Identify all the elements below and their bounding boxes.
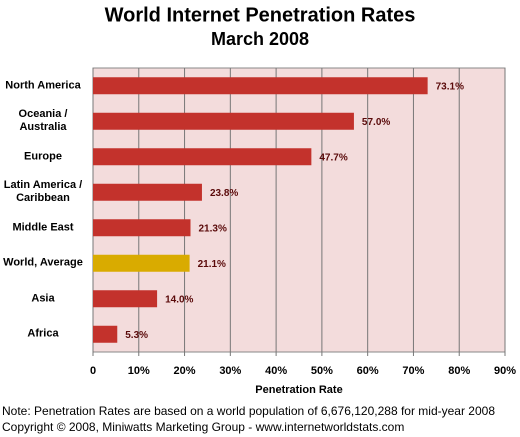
value-label: 5.3% [125, 330, 148, 341]
x-tick-label: 50% [311, 365, 333, 377]
note: Copyright © 2008, Miniwatts Marketing Gr… [2, 420, 404, 434]
y-tick-label: Asia [31, 292, 55, 305]
bar [93, 148, 312, 166]
x-tick-label: 0 [90, 365, 96, 377]
value-label: 21.3% [199, 223, 227, 234]
bar [93, 254, 190, 272]
x-tick-label: 10% [128, 365, 150, 377]
value-label: 14.0% [165, 294, 193, 305]
y-tick-label: World, Average [3, 256, 83, 269]
plot-area [92, 67, 506, 353]
y-tick-label: Middle East [12, 221, 74, 234]
chart-subtitle: March 2008 [211, 29, 309, 49]
bar [93, 219, 191, 237]
value-label: 73.1% [436, 81, 464, 92]
note: Note: Penetration Rates are based on a w… [2, 404, 495, 418]
value-label: 57.0% [362, 117, 390, 128]
value-label: 21.1% [198, 259, 226, 270]
x-axis-label: Penetration Rate [255, 384, 342, 396]
bar [93, 77, 428, 95]
bar [93, 325, 118, 343]
x-tick-label: 30% [219, 365, 241, 377]
y-tick-label: Europe [24, 150, 62, 163]
bar [93, 183, 202, 201]
chart-title: World Internet Penetration Rates [105, 4, 416, 26]
value-label: 47.7% [319, 152, 347, 163]
x-tick-label: 90% [494, 365, 516, 377]
x-tick-label: 20% [174, 365, 196, 377]
x-tick-label: 80% [448, 365, 470, 377]
y-tick-label: North America [5, 79, 81, 92]
bar [93, 112, 354, 130]
x-tick-label: 70% [402, 365, 424, 377]
x-tick-label: 60% [357, 365, 379, 377]
value-label: 23.8% [210, 188, 238, 199]
y-tick-label: Africa [27, 327, 59, 340]
bar [93, 290, 158, 308]
x-tick-label: 40% [265, 365, 287, 377]
y-tick-label: Oceania / Australia [18, 108, 68, 134]
y-tick-label: Latin America / Caribbean [3, 179, 83, 205]
